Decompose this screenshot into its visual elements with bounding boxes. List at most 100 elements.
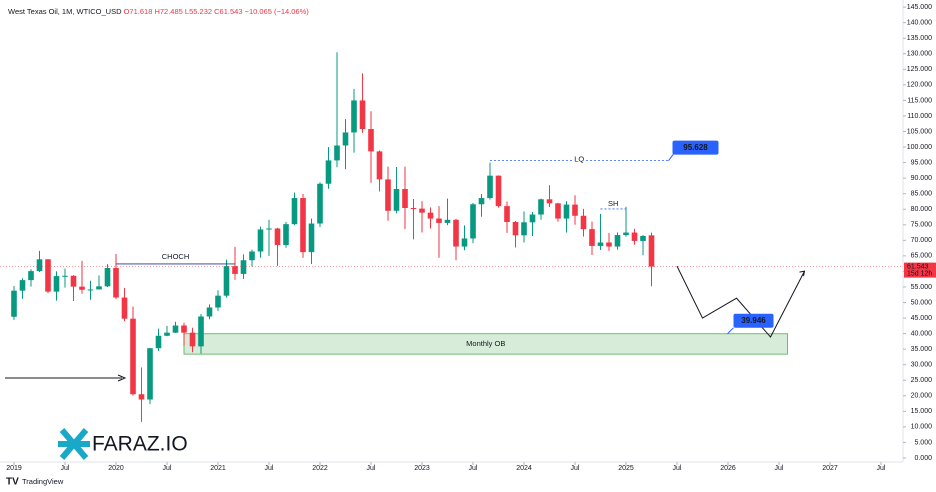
candle	[631, 228, 638, 245]
x-tick-label: 2020	[108, 465, 124, 472]
candle-body	[410, 207, 417, 209]
footer: TradingView	[22, 477, 64, 486]
candle-body	[283, 224, 289, 245]
open: O71.618	[124, 7, 153, 16]
candle-body	[79, 286, 85, 290]
candle-body	[427, 212, 434, 219]
y-tick-label: 10.000	[911, 424, 933, 431]
candle	[138, 367, 145, 422]
candle	[45, 259, 51, 294]
x-tick-label: 2023	[414, 465, 430, 472]
tv-logo: TV	[6, 477, 19, 488]
symbol: West Texas Oil, 1M, WTICO_USD	[8, 7, 122, 16]
candle	[113, 254, 119, 300]
candle	[11, 286, 17, 320]
y-tick-label: 130.000	[907, 51, 932, 58]
candle-body	[104, 267, 111, 287]
candle-body	[631, 232, 638, 241]
candle-body	[28, 271, 34, 281]
candle-body	[512, 221, 519, 236]
candle	[198, 314, 204, 354]
x-tick-label: Jul	[367, 465, 376, 472]
candle-body	[121, 297, 128, 319]
candle-body	[130, 318, 136, 395]
projection	[676, 265, 805, 338]
candle-body	[521, 222, 527, 236]
low: L55.232	[185, 7, 212, 16]
candle	[402, 166, 408, 230]
y-tick-label: 35.000	[911, 346, 933, 353]
candle	[436, 206, 442, 258]
candle-body	[62, 275, 68, 277]
candle	[291, 192, 298, 226]
projection-head	[799, 270, 806, 277]
candle-body	[138, 394, 145, 400]
x-tick-label: Jul	[469, 465, 478, 472]
candle	[640, 235, 646, 256]
candle	[572, 195, 578, 225]
candle	[376, 150, 383, 192]
candle	[325, 147, 332, 189]
candle-body	[555, 203, 561, 219]
candle-body	[436, 218, 442, 223]
high: H72.485	[154, 7, 182, 16]
y-tick-label: 50.000	[911, 299, 933, 306]
y-tick-label: 5.000	[914, 439, 932, 446]
candle-body	[478, 198, 485, 205]
candle-body	[470, 204, 476, 239]
candle-body	[155, 335, 162, 349]
candle	[172, 321, 179, 333]
x-tick-label: 2024	[516, 465, 532, 472]
candle-body	[402, 189, 408, 208]
candle	[512, 221, 519, 248]
candle-body	[538, 199, 544, 215]
y-tick-label: 65.000	[911, 253, 933, 260]
candle-body	[546, 199, 553, 204]
y-tick-label: 20.000	[911, 393, 933, 400]
candle	[274, 227, 281, 266]
candle-body	[529, 214, 536, 223]
candle	[597, 213, 604, 250]
x-tick-label: 2019	[6, 465, 22, 472]
candle-body	[257, 229, 264, 252]
x-tick-label: Jul	[877, 465, 886, 472]
candle-body	[291, 198, 298, 225]
candle	[164, 325, 170, 337]
y-tick-label: 125.000	[907, 66, 932, 73]
candle-body	[368, 129, 374, 152]
candle-body	[113, 267, 119, 298]
candle-body	[597, 242, 604, 246]
candle-body	[223, 266, 230, 296]
candle	[53, 271, 60, 301]
candle	[614, 232, 621, 250]
candle	[487, 162, 493, 200]
candle	[427, 207, 434, 229]
candle-body	[495, 175, 502, 207]
candle	[623, 206, 629, 237]
candle	[266, 219, 272, 256]
candle-body	[11, 290, 17, 317]
candle	[342, 119, 349, 170]
candle	[62, 268, 68, 288]
y-tick-label: 0.000	[914, 455, 932, 462]
candle	[232, 246, 238, 280]
y-tick-label: 120.000	[907, 82, 932, 89]
candle	[538, 198, 544, 220]
y-tick-label: 40.000	[911, 330, 933, 337]
lq-price-box	[672, 140, 719, 155]
candle-body	[453, 219, 459, 247]
y-tick-label: 145.000	[907, 4, 932, 11]
x-tick-label: Jul	[265, 465, 274, 472]
candle-body	[342, 132, 349, 146]
candle-body	[266, 228, 272, 230]
countdown: 15d 12h	[907, 270, 932, 277]
candle-body	[274, 228, 281, 245]
y-tick-label: 75.000	[911, 222, 933, 229]
candle-body	[215, 295, 221, 308]
change: −10.065 (−14.06%)	[245, 7, 310, 16]
candle	[580, 208, 587, 237]
candle	[70, 275, 77, 301]
ob-price-box	[733, 313, 774, 328]
candle	[300, 194, 306, 258]
